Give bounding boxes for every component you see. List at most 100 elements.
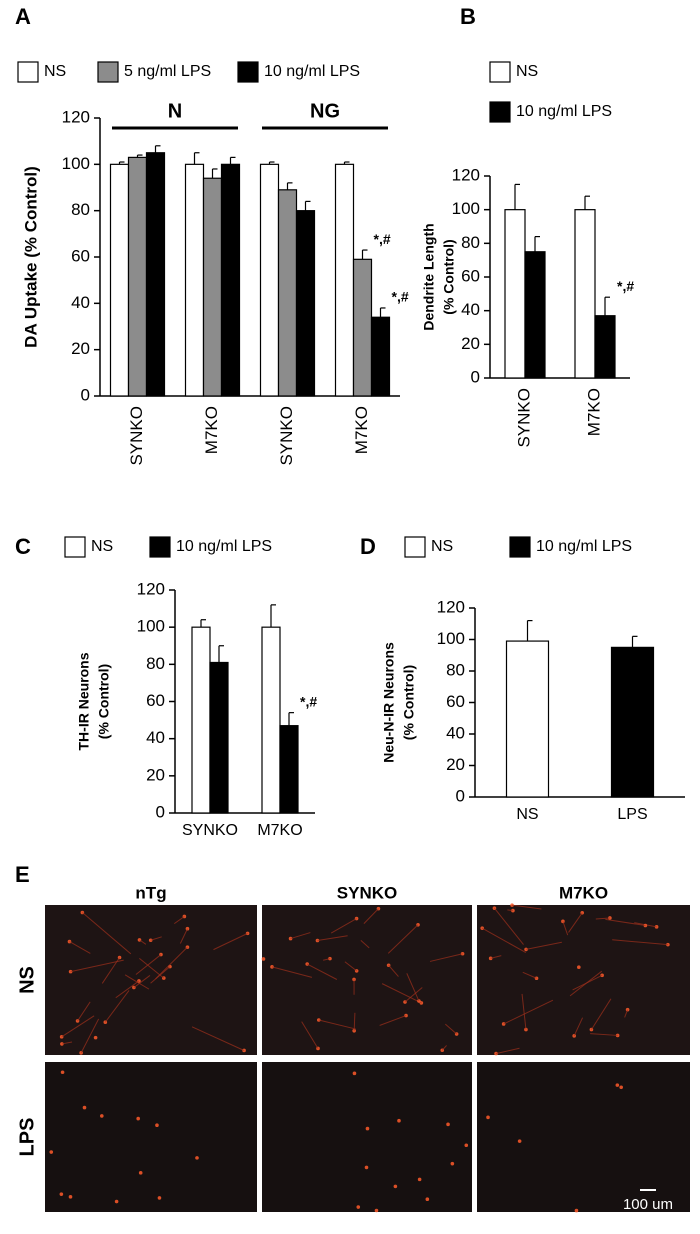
neurite bbox=[150, 936, 162, 941]
cell bbox=[365, 1126, 370, 1131]
neurite bbox=[590, 998, 612, 1030]
y-tick-label: 20 bbox=[71, 339, 90, 358]
legend-swatch bbox=[489, 101, 511, 123]
y-tick-label: 40 bbox=[146, 728, 165, 747]
neurite bbox=[191, 1026, 245, 1051]
legend-swatch bbox=[64, 536, 86, 558]
significance-marker: *,# bbox=[617, 278, 634, 294]
legend-label: 10 ng/ml LPS bbox=[176, 538, 272, 555]
cell bbox=[82, 1105, 87, 1110]
cell bbox=[364, 1165, 369, 1170]
cell bbox=[136, 1116, 140, 1121]
cell bbox=[114, 1199, 119, 1204]
neurite bbox=[133, 975, 151, 988]
bar bbox=[594, 315, 616, 379]
neurite bbox=[429, 953, 463, 962]
panel-label: C bbox=[15, 534, 31, 559]
cell bbox=[79, 1051, 83, 1055]
cell bbox=[49, 1150, 54, 1154]
y-axis-label: (% Control) bbox=[441, 239, 457, 314]
y-tick-label: 60 bbox=[446, 692, 465, 711]
x-tick-label: M7KO bbox=[257, 822, 302, 839]
micrograph bbox=[262, 905, 472, 1055]
neurite bbox=[503, 999, 554, 1025]
bar bbox=[127, 156, 148, 397]
y-axis-label: Neu-N-IR Neurons bbox=[381, 642, 397, 763]
y-tick-label: 120 bbox=[137, 579, 165, 598]
neurite bbox=[494, 907, 524, 945]
cell bbox=[60, 1070, 65, 1075]
neurite bbox=[330, 918, 357, 934]
neurite bbox=[387, 924, 419, 954]
neurite bbox=[115, 980, 140, 999]
neurite bbox=[562, 921, 569, 936]
y-tick-label: 100 bbox=[62, 154, 90, 173]
x-tick-label: NS bbox=[516, 806, 538, 823]
significance-marker: *,# bbox=[392, 289, 409, 305]
neurite bbox=[379, 1015, 407, 1026]
y-tick-label: 0 bbox=[456, 786, 465, 805]
legend-label: 5 ng/ml LPS bbox=[124, 63, 211, 80]
cell bbox=[517, 1139, 522, 1143]
y-tick-label: 0 bbox=[81, 385, 90, 404]
neurite bbox=[173, 916, 185, 925]
neurite bbox=[445, 1023, 457, 1035]
bar bbox=[505, 640, 550, 798]
neurite bbox=[507, 909, 513, 912]
y-tick-label: 120 bbox=[452, 165, 480, 184]
group-label: NG bbox=[310, 100, 340, 122]
neurite bbox=[69, 941, 91, 954]
bar bbox=[334, 163, 355, 397]
row-label: NS bbox=[16, 966, 38, 994]
neurite bbox=[522, 971, 537, 979]
bar bbox=[259, 163, 280, 397]
y-axis-label: TH-IR Neurons bbox=[76, 652, 92, 750]
micrograph bbox=[262, 1062, 472, 1212]
cell bbox=[574, 1208, 579, 1213]
neurite bbox=[104, 990, 130, 1023]
cell bbox=[100, 1114, 104, 1118]
bar bbox=[184, 163, 205, 397]
cell bbox=[138, 1171, 143, 1175]
y-tick-label: 60 bbox=[146, 691, 165, 710]
x-tick-label: M7KO bbox=[584, 388, 603, 436]
x-tick-label: SYNKO bbox=[127, 406, 146, 466]
y-tick-label: 80 bbox=[71, 200, 90, 219]
y-tick-label: 20 bbox=[446, 755, 465, 774]
cell bbox=[356, 1205, 361, 1209]
legend-swatch bbox=[97, 61, 119, 83]
legend-label: 10 ng/ml LPS bbox=[536, 538, 632, 555]
neurite bbox=[290, 932, 311, 940]
cell bbox=[59, 1192, 64, 1196]
x-tick-label: SYNKO bbox=[182, 822, 238, 839]
y-tick-label: 80 bbox=[446, 660, 465, 679]
y-tick-label: 100 bbox=[452, 199, 480, 218]
y-tick-label: 80 bbox=[146, 654, 165, 673]
y-tick-label: 40 bbox=[71, 293, 90, 312]
y-tick-label: 120 bbox=[437, 597, 465, 616]
bar bbox=[261, 626, 281, 814]
legend-label: NS bbox=[516, 63, 538, 80]
legend-swatch bbox=[149, 536, 171, 558]
neurite bbox=[213, 932, 248, 951]
neurite bbox=[363, 908, 379, 924]
group-label: N bbox=[168, 100, 182, 122]
y-tick-label: 40 bbox=[446, 723, 465, 742]
cell bbox=[577, 965, 581, 969]
panel-label: D bbox=[360, 534, 376, 559]
cell bbox=[93, 1035, 98, 1040]
neurite bbox=[155, 946, 188, 980]
bar bbox=[610, 646, 655, 798]
legend-swatch bbox=[17, 61, 39, 83]
neurite bbox=[612, 939, 668, 946]
neurite bbox=[353, 1012, 356, 1031]
y-tick-label: 0 bbox=[471, 367, 480, 386]
y-axis-label: Dendrite Length bbox=[421, 223, 437, 330]
neurite bbox=[80, 1018, 100, 1054]
neurite bbox=[521, 993, 527, 1030]
bar bbox=[202, 177, 223, 397]
y-tick-label: 60 bbox=[461, 266, 480, 285]
neurite bbox=[573, 1017, 584, 1037]
bar bbox=[209, 661, 229, 814]
y-tick-label: 80 bbox=[461, 233, 480, 252]
